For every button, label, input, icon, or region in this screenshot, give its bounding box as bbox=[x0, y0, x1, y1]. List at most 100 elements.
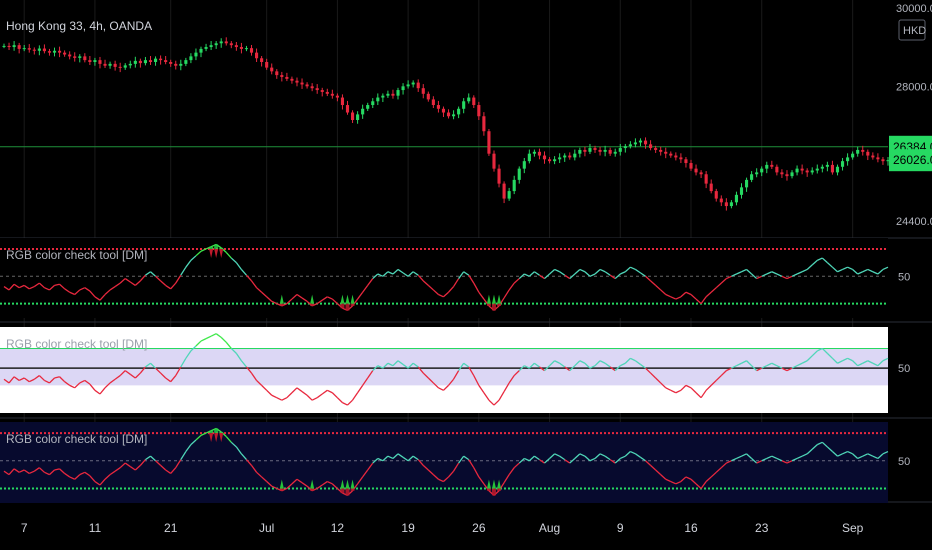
candle-body[interactable] bbox=[244, 48, 249, 50]
candle-body[interactable] bbox=[366, 105, 370, 109]
candle-body[interactable] bbox=[345, 105, 350, 113]
candle-body[interactable] bbox=[638, 140, 643, 143]
candle-body[interactable] bbox=[325, 91, 329, 94]
candle-body[interactable] bbox=[830, 164, 834, 173]
price-pane[interactable] bbox=[0, 37, 890, 211]
candle-body[interactable] bbox=[689, 163, 693, 169]
candle-body[interactable] bbox=[876, 157, 880, 160]
candle-body[interactable] bbox=[88, 60, 92, 62]
candle-body[interactable] bbox=[118, 66, 122, 68]
candle-body[interactable] bbox=[497, 168, 501, 184]
candle-body[interactable] bbox=[381, 95, 385, 98]
candle-body[interactable] bbox=[603, 149, 607, 152]
candle-body[interactable] bbox=[739, 187, 744, 195]
candle-body[interactable] bbox=[487, 131, 491, 154]
candle-body[interactable] bbox=[12, 45, 16, 48]
candle-body[interactable] bbox=[588, 148, 592, 152]
candle-body[interactable] bbox=[719, 198, 723, 203]
candle-body[interactable] bbox=[37, 48, 41, 51]
candle-body[interactable] bbox=[128, 63, 132, 66]
candle-body[interactable] bbox=[745, 179, 749, 188]
indicator-pane-navy[interactable]: RGB color check tool [DM] bbox=[0, 422, 889, 503]
candle-body[interactable] bbox=[78, 56, 82, 58]
candle-body[interactable] bbox=[63, 52, 67, 55]
candle-body[interactable] bbox=[224, 41, 228, 44]
candle-body[interactable] bbox=[886, 160, 890, 162]
candle-body[interactable] bbox=[563, 155, 567, 158]
candle-body[interactable] bbox=[750, 174, 754, 180]
candle-body[interactable] bbox=[846, 157, 850, 162]
candle-body[interactable] bbox=[391, 93, 395, 96]
candle-body[interactable] bbox=[133, 60, 137, 64]
candle-body[interactable] bbox=[684, 159, 688, 164]
candle-body[interactable] bbox=[73, 56, 77, 58]
candle-body[interactable] bbox=[457, 108, 461, 115]
candle-body[interactable] bbox=[654, 148, 658, 150]
candle-body[interactable] bbox=[755, 172, 759, 175]
candle-body[interactable] bbox=[522, 161, 526, 169]
candle-body[interactable] bbox=[669, 153, 673, 156]
symbol-title[interactable]: Hong Kong 33, 4h, OANDA bbox=[6, 19, 152, 33]
candle-body[interactable] bbox=[406, 84, 410, 87]
candle-body[interactable] bbox=[164, 60, 168, 62]
candle-body[interactable] bbox=[194, 52, 198, 57]
candle-body[interactable] bbox=[305, 84, 309, 87]
candle-body[interactable] bbox=[820, 166, 824, 169]
candle-body[interactable] bbox=[825, 164, 829, 167]
candle-body[interactable] bbox=[472, 97, 476, 106]
candle-body[interactable] bbox=[856, 149, 860, 154]
candle-body[interactable] bbox=[467, 97, 471, 102]
candle-body[interactable] bbox=[861, 149, 865, 152]
candle-body[interactable] bbox=[664, 151, 668, 154]
candle-body[interactable] bbox=[22, 48, 26, 50]
candle-body[interactable] bbox=[239, 47, 243, 49]
candle-body[interactable] bbox=[103, 63, 107, 66]
candle-body[interactable] bbox=[714, 191, 718, 199]
candle-body[interactable] bbox=[532, 151, 536, 154]
candle-body[interactable] bbox=[446, 112, 451, 117]
candle-body[interactable] bbox=[558, 157, 562, 160]
currency-badge[interactable]: HKD bbox=[898, 19, 926, 41]
candle-body[interactable] bbox=[643, 140, 648, 145]
candle-body[interactable] bbox=[527, 153, 531, 162]
candle-body[interactable] bbox=[42, 48, 46, 52]
candle-body[interactable] bbox=[143, 60, 147, 64]
candle-body[interactable] bbox=[68, 54, 72, 57]
indicator-title[interactable]: RGB color check tool [DM] bbox=[6, 432, 147, 446]
candle-body[interactable] bbox=[401, 86, 405, 91]
candle-body[interactable] bbox=[47, 51, 52, 53]
candle-body[interactable] bbox=[704, 174, 708, 184]
candle-body[interactable] bbox=[649, 144, 653, 149]
candle-body[interactable] bbox=[583, 149, 587, 152]
indicator-title[interactable]: RGB color check tool [DM] bbox=[6, 248, 147, 262]
candle-body[interactable] bbox=[361, 108, 365, 115]
candle-body[interactable] bbox=[421, 88, 425, 94]
candle-body[interactable] bbox=[98, 60, 102, 64]
candle-body[interactable] bbox=[260, 58, 264, 62]
candle-body[interactable] bbox=[396, 90, 400, 96]
candle-body[interactable] bbox=[320, 90, 324, 92]
candle-body[interactable] bbox=[800, 168, 804, 171]
candle-body[interactable] bbox=[805, 170, 809, 173]
candle-body[interactable] bbox=[775, 166, 779, 173]
candle-body[interactable] bbox=[179, 63, 183, 66]
candle-body[interactable] bbox=[209, 45, 213, 48]
candle-body[interactable] bbox=[608, 149, 612, 154]
candle-body[interactable] bbox=[780, 172, 784, 175]
candle-body[interactable] bbox=[628, 144, 632, 147]
candle-body[interactable] bbox=[153, 58, 158, 62]
candle-body[interactable] bbox=[300, 82, 304, 85]
candle-body[interactable] bbox=[159, 58, 163, 61]
candle-body[interactable] bbox=[729, 202, 733, 207]
indicator-pane-dark[interactable]: RGB color check tool [DM] bbox=[0, 238, 889, 318]
candle-body[interactable] bbox=[810, 170, 814, 173]
candle-body[interactable] bbox=[840, 161, 845, 167]
candle-body[interactable] bbox=[148, 60, 153, 62]
candle-body[interactable] bbox=[255, 52, 259, 59]
candle-body[interactable] bbox=[482, 116, 486, 132]
candle-body[interactable] bbox=[280, 75, 284, 77]
candle-body[interactable] bbox=[462, 101, 466, 109]
candle-body[interactable] bbox=[795, 168, 799, 173]
candle-body[interactable] bbox=[441, 108, 446, 113]
